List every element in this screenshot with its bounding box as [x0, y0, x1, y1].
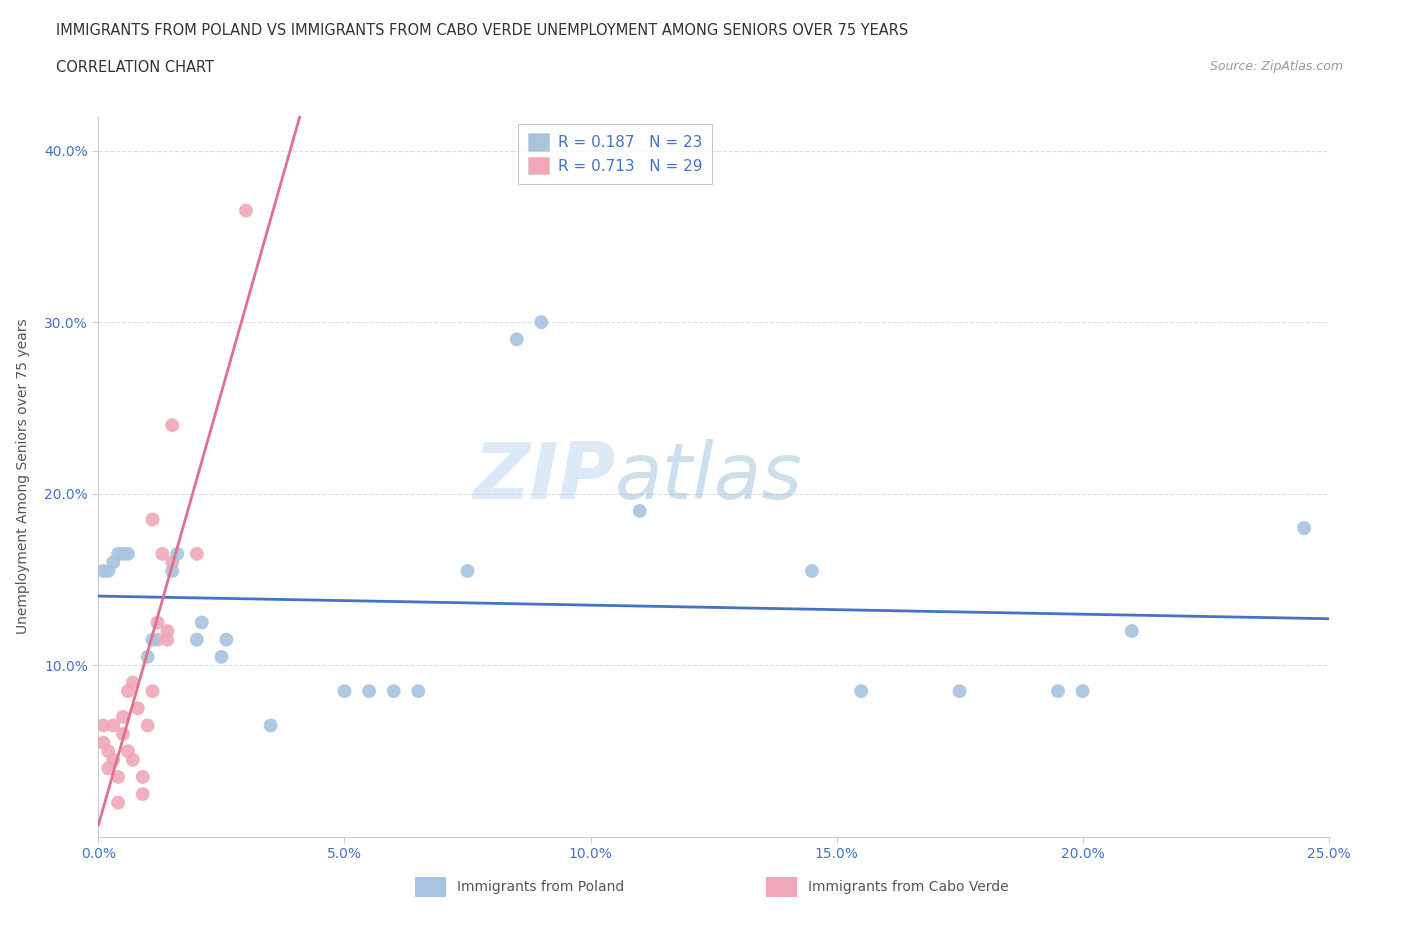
Text: IMMIGRANTS FROM POLAND VS IMMIGRANTS FROM CABO VERDE UNEMPLOYMENT AMONG SENIORS : IMMIGRANTS FROM POLAND VS IMMIGRANTS FRO… [56, 23, 908, 38]
Point [132, 769, 155, 784]
Point [132, 787, 155, 802]
Point [122, 675, 145, 690]
Point [456, 564, 478, 578]
Point [146, 632, 169, 647]
Point [112, 710, 135, 724]
Point [117, 684, 139, 698]
Y-axis label: Unemployment Among Seniors over 75 years: Unemployment Among Seniors over 75 years [17, 319, 31, 634]
Point [112, 547, 135, 562]
Point [136, 649, 159, 664]
Point [186, 632, 208, 647]
Point [191, 615, 214, 630]
Text: Immigrants from Cabo Verde: Immigrants from Cabo Verde [808, 880, 1010, 895]
Text: atlas: atlas [616, 439, 803, 514]
Point [117, 744, 139, 759]
Point [215, 632, 238, 647]
Point [530, 314, 553, 329]
Point [359, 684, 381, 698]
Text: ZIP: ZIP [472, 439, 616, 514]
Point [801, 564, 824, 578]
Point [166, 547, 188, 562]
Point [107, 795, 129, 810]
Point [1121, 624, 1143, 639]
Point [1294, 521, 1316, 536]
Point [162, 418, 183, 432]
Point [107, 547, 129, 562]
Point [333, 684, 356, 698]
Point [127, 701, 149, 716]
Point [141, 512, 165, 527]
Point [186, 547, 208, 562]
Text: Immigrants from Poland: Immigrants from Poland [457, 880, 624, 895]
Point [136, 718, 159, 733]
Point [260, 718, 283, 733]
Point [93, 564, 115, 578]
Point [97, 744, 120, 759]
Legend: R = 0.187   N = 23, R = 0.713   N = 29: R = 0.187 N = 23, R = 0.713 N = 29 [519, 124, 711, 183]
Point [849, 684, 872, 698]
Point [141, 632, 165, 647]
Point [103, 555, 125, 570]
Point [152, 547, 174, 562]
Point [235, 203, 257, 218]
Point [97, 761, 120, 776]
Point [211, 649, 233, 664]
Point [628, 503, 651, 518]
Point [117, 547, 139, 562]
Point [382, 684, 405, 698]
Point [97, 564, 120, 578]
Point [156, 624, 179, 639]
Point [156, 632, 179, 647]
Point [103, 718, 125, 733]
Point [1071, 684, 1094, 698]
Point [107, 769, 129, 784]
Point [93, 736, 115, 751]
Point [122, 752, 145, 767]
Point [93, 718, 115, 733]
Point [506, 332, 529, 347]
Point [949, 684, 972, 698]
Point [112, 726, 135, 741]
Point [162, 564, 183, 578]
Point [162, 555, 183, 570]
Point [408, 684, 430, 698]
Point [1046, 684, 1070, 698]
Point [146, 615, 169, 630]
Text: CORRELATION CHART: CORRELATION CHART [56, 60, 214, 75]
Point [141, 684, 165, 698]
Point [103, 752, 125, 767]
Text: Source: ZipAtlas.com: Source: ZipAtlas.com [1209, 60, 1343, 73]
